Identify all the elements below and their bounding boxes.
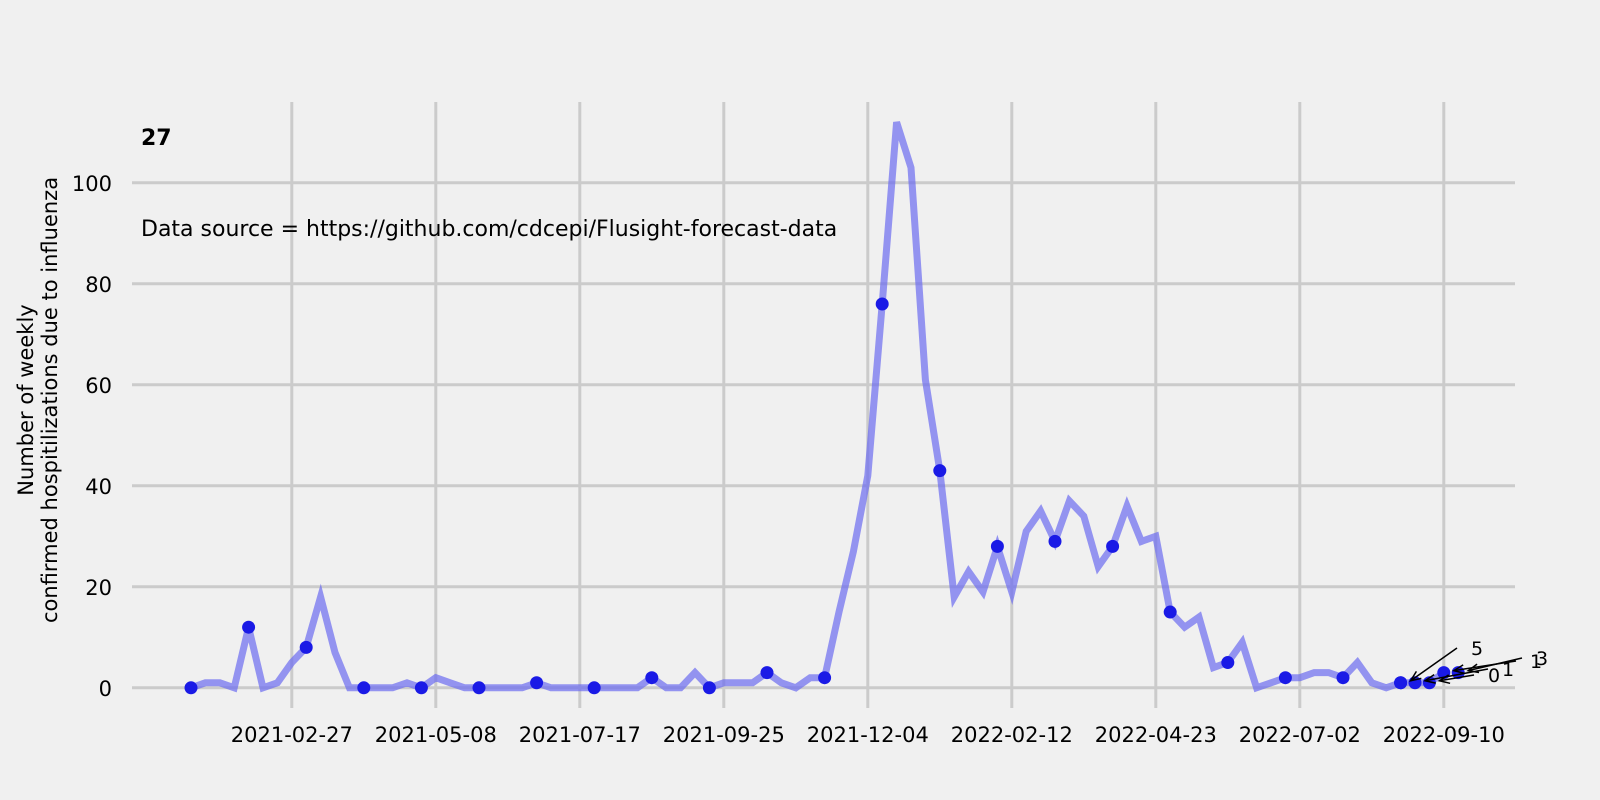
annotation-arrow: [1424, 668, 1489, 682]
y-axis-label-line-2: confirmed hospitilizations due to influe…: [38, 177, 62, 623]
y-tick-label: 100: [72, 172, 112, 196]
x-tick-label: 2021-12-04: [807, 723, 929, 747]
y-axis-label-line-1: Number of weekly: [14, 304, 38, 495]
annotation-arrowhead: [1451, 664, 1465, 675]
data-point: [818, 671, 832, 685]
data-markers: [184, 297, 1465, 695]
data-point: [184, 681, 198, 695]
annotation-arrowhead: [1437, 674, 1451, 685]
data-point: [299, 640, 313, 654]
y-tick-label: 0: [99, 677, 112, 701]
x-tick-label: 2022-04-23: [1095, 723, 1217, 747]
x-tick-label: 2021-02-27: [231, 723, 353, 747]
y-axis-ticks: 0 20 40 60 80 100: [72, 172, 112, 701]
annotation-arrow: [1468, 657, 1523, 672]
data-point: [1221, 656, 1235, 670]
y-axis-label: Number of weekly confirmed hospitilizati…: [14, 177, 62, 623]
data-point: [760, 666, 774, 680]
y-tick-label: 80: [85, 273, 112, 297]
data-point: [1278, 671, 1292, 685]
grid-lines: [132, 102, 1515, 708]
annotated-point: [1394, 676, 1408, 690]
data-source-note: Data source = https://github.com/cdcepi/…: [141, 217, 837, 242]
x-tick-label: 2021-09-25: [663, 723, 785, 747]
series-polyline: [189, 121, 1446, 693]
annotation-label: 0: [1488, 665, 1500, 687]
annotation-arrowhead: [1409, 671, 1422, 682]
data-point: [242, 620, 256, 634]
data-point: [1336, 671, 1350, 685]
data-point: [702, 681, 716, 695]
series-line: [189, 121, 1446, 693]
x-tick-label: 2021-07-17: [519, 723, 641, 747]
x-axis-ticks: 2021-02-27 2021-05-08 2021-07-17 2021-09-25…: [231, 723, 1505, 747]
data-point: [645, 671, 659, 685]
x-tick-label: 2022-02-12: [951, 723, 1073, 747]
annotation-label: 5: [1471, 638, 1483, 660]
data-point: [1163, 605, 1177, 619]
data-point: [1106, 539, 1120, 553]
annotation-label: 1: [1530, 651, 1542, 673]
annotation-label: 3: [1536, 648, 1548, 670]
data-point: [472, 681, 486, 695]
panel-label: 27: [141, 126, 172, 151]
x-tick-label: 2022-07-02: [1239, 723, 1361, 747]
x-tick-label: 2021-05-08: [375, 723, 497, 747]
data-point: [933, 464, 947, 478]
annotation-label: 1: [1502, 659, 1514, 681]
x-tick-label: 2022-09-10: [1383, 723, 1505, 747]
data-point: [530, 676, 544, 690]
data-point: [414, 681, 428, 695]
data-point: [357, 681, 371, 695]
y-tick-label: 20: [85, 576, 112, 600]
annotation-arrowhead: [1423, 674, 1436, 684]
data-point: [990, 539, 1004, 553]
annotation-arrowhead: [1466, 663, 1480, 674]
data-point: [1048, 534, 1062, 548]
annotation-arrow: [1410, 647, 1458, 682]
y-tick-label: 60: [85, 374, 112, 398]
y-tick-label: 40: [85, 475, 112, 499]
annotation-arrow: [1439, 674, 1475, 682]
data-point: [875, 297, 889, 311]
data-point: [587, 681, 601, 695]
